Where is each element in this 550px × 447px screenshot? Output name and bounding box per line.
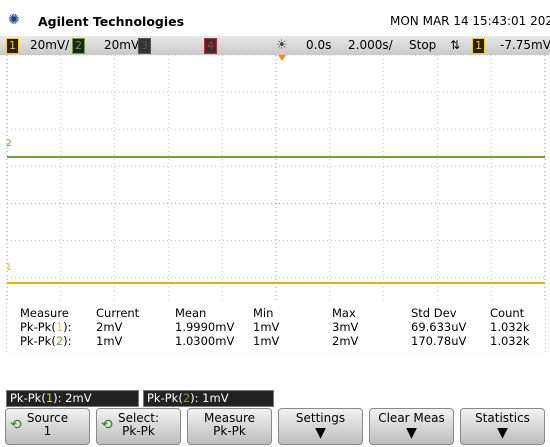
meas-header: Max xyxy=(332,306,356,320)
softkey-arrow[interactable]: ▼ xyxy=(406,425,417,441)
readout-part: Pk-Pk( xyxy=(147,391,183,405)
status-bar xyxy=(0,36,550,55)
meas-value: 1.032k xyxy=(490,320,530,334)
readout-part: ): 1mV xyxy=(190,391,229,405)
meas-label-part: 2 xyxy=(55,334,64,348)
meas-header: Current xyxy=(96,306,140,320)
meas-label: Pk-Pk(1): xyxy=(20,320,72,334)
meas-label-part: ): xyxy=(63,334,72,348)
brand: Agilent Technologies xyxy=(38,14,185,29)
softkey[interactable]: Clear Meas ▼ xyxy=(369,408,454,445)
meas-value: 2mV xyxy=(96,320,123,334)
softkey[interactable]: ⟲ Source 1 xyxy=(5,408,90,445)
softkey-title[interactable]: Settings xyxy=(295,411,346,425)
meas-label-part: Pk-Pk( xyxy=(20,320,56,334)
channel-badge: 4 xyxy=(204,38,217,54)
channel-scale: 20mV/ xyxy=(104,38,144,52)
readout-part: Pk-Pk( xyxy=(10,391,46,405)
meas-header: Mean xyxy=(175,306,207,320)
readout: Pk-Pk(1): 2mV xyxy=(6,390,139,407)
meas-value: 1mV xyxy=(96,334,123,348)
meas-value: 2mV xyxy=(332,334,359,348)
trigger-slope: ⇅ xyxy=(450,38,461,52)
meas-header: Measure xyxy=(20,306,69,320)
channel-badge: 3 xyxy=(138,38,151,54)
meas-header: Count xyxy=(490,306,525,320)
meas-value: 170.78uV xyxy=(411,334,467,348)
readout: Pk-Pk(2): 1mV xyxy=(143,390,274,407)
measurement-panel xyxy=(7,300,545,352)
channel-badge: 2 xyxy=(72,38,85,54)
channel-badge: 1 xyxy=(6,38,19,54)
meas-value: 69.633uV xyxy=(411,320,467,334)
meas-header: Min xyxy=(253,306,274,320)
softkey-icon[interactable]: ⟲ xyxy=(10,417,22,433)
softkey-title[interactable]: Measure xyxy=(204,411,255,425)
logo: ✺ xyxy=(8,12,20,28)
softkey[interactable]: Statistics ▼ xyxy=(460,408,545,445)
meas-label-part: ): xyxy=(63,320,72,334)
softkey-icon[interactable]: ⟲ xyxy=(101,417,113,433)
meas-value: 3mV xyxy=(332,320,359,334)
readout-part: 2 xyxy=(182,391,191,405)
time-scale: 2.000s/ xyxy=(348,38,393,52)
trigger-pos xyxy=(278,55,286,61)
softkey-title[interactable]: Select: xyxy=(117,411,160,425)
meas-label-part: 1 xyxy=(55,320,64,334)
softkey-value[interactable]: Pk-Pk xyxy=(122,424,155,438)
meas-value: 1.9990mV xyxy=(175,320,235,334)
meas-header: Std Dev xyxy=(411,306,457,320)
softkey-title[interactable]: Statistics xyxy=(475,411,530,425)
softkey[interactable]: ⟲ Select: Pk-Pk xyxy=(96,408,181,445)
readout-part: ): 2mV xyxy=(53,391,92,405)
meas-value: 1.0300mV xyxy=(175,334,235,348)
softkey-value[interactable]: 1 xyxy=(43,424,52,438)
softkey-arrow[interactable]: ▼ xyxy=(315,425,326,441)
softkey-title[interactable]: Source xyxy=(26,411,69,425)
softkey-arrow[interactable]: ▼ xyxy=(497,425,508,441)
trigger-level: -7.75mV xyxy=(500,38,550,52)
marker-ch1: 1 xyxy=(6,263,12,273)
marker-ch2: 2 xyxy=(6,139,12,149)
time-delay: 0.0s xyxy=(306,38,332,52)
readout-part: 1 xyxy=(45,391,54,405)
meas-value: 1.032k xyxy=(490,334,530,348)
meas-value: 1mV xyxy=(253,334,280,348)
meas-label-part: Pk-Pk( xyxy=(20,334,56,348)
softkey-value[interactable]: Pk-Pk xyxy=(213,424,246,438)
trigger-source: 1 xyxy=(472,38,485,54)
meas-value: 1mV xyxy=(253,320,280,334)
trigger-icon: ☀ xyxy=(276,38,288,53)
meas-label: Pk-Pk(2): xyxy=(20,334,72,348)
channel-scale: 20mV/ xyxy=(30,38,70,52)
datetime: MON MAR 14 15:43:01 2022 xyxy=(390,14,550,28)
softkey[interactable]: Measure Pk-Pk xyxy=(187,408,272,445)
softkey-title[interactable]: Clear Meas xyxy=(378,411,445,425)
run-state: Stop xyxy=(409,38,437,52)
softkey[interactable]: Settings ▼ xyxy=(278,408,363,445)
